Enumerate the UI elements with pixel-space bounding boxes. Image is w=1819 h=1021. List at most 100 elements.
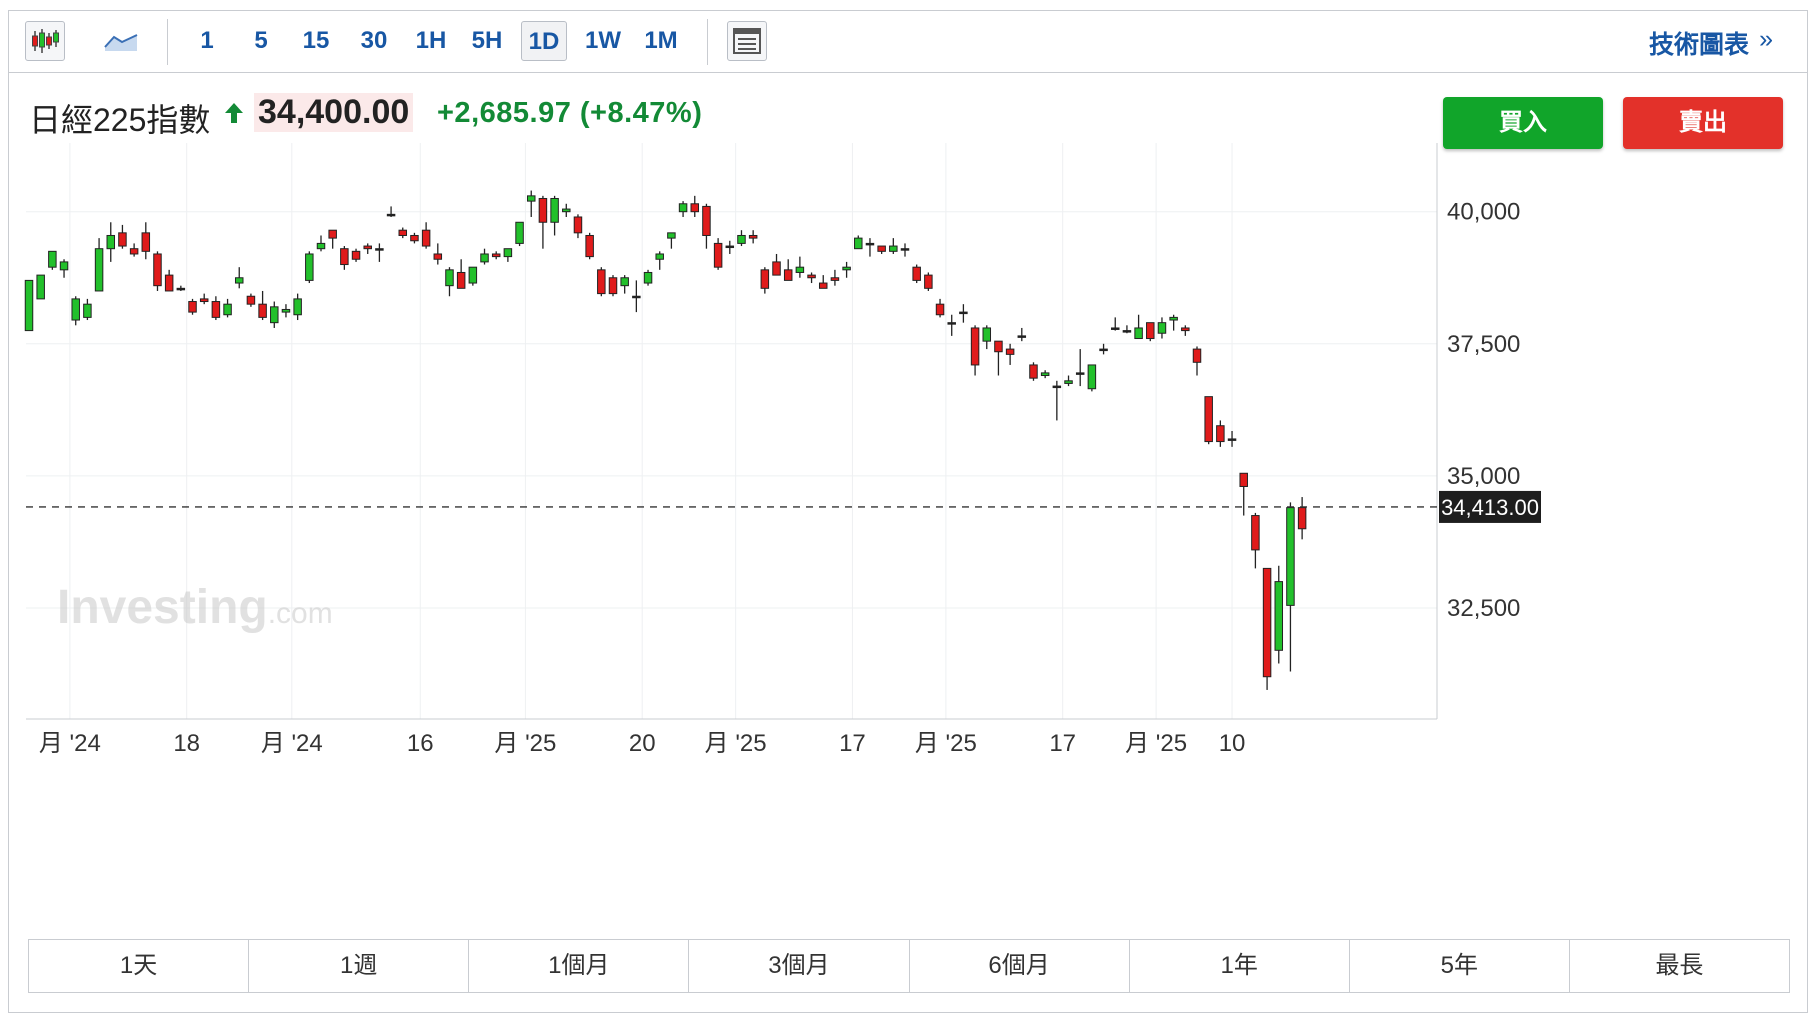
candle <box>223 298 232 318</box>
range-1m[interactable]: 1個月 <box>469 940 690 992</box>
candle <box>889 238 898 254</box>
x-tick-label: 10 <box>1219 730 1246 757</box>
range-max[interactable]: 最長 <box>1655 952 1704 979</box>
candle-body <box>959 311 968 315</box>
timeframe-5min[interactable]: 5 <box>254 27 268 54</box>
candlestick-chart[interactable]: Investing.com 40,000 37,500 35,000 32,500 月… <box>9 11 1809 931</box>
candle <box>246 293 256 307</box>
watermark-suffix: .com <box>268 597 333 630</box>
candle-body <box>281 308 291 313</box>
candle-body <box>1262 567 1272 678</box>
candle <box>807 272 816 284</box>
candle-body <box>1029 364 1038 379</box>
candle <box>164 269 174 292</box>
candle-body <box>421 229 431 247</box>
candle-body <box>632 295 641 299</box>
timeframe-1m[interactable]: 1M <box>644 27 678 54</box>
candle <box>959 304 968 323</box>
candle <box>748 230 758 244</box>
candle <box>854 235 863 250</box>
candle-body <box>129 248 139 255</box>
timeframe-15min[interactable]: 15 <box>302 27 330 54</box>
candle-body <box>1274 581 1284 651</box>
range-5y[interactable]: 5年 <box>1350 940 1570 992</box>
candle-body <box>1134 327 1143 340</box>
candle-body <box>1099 348 1108 352</box>
candle <box>678 201 688 217</box>
layout-icon[interactable] <box>727 21 767 61</box>
candle <box>924 272 933 291</box>
range-3m[interactable]: 3個月 <box>689 940 910 992</box>
candle-body <box>655 253 664 260</box>
candlestick-icon[interactable] <box>25 21 65 61</box>
candle <box>1087 364 1097 392</box>
candle-body <box>375 248 384 251</box>
candle-body <box>620 277 629 287</box>
candle-body <box>211 301 221 318</box>
candle <box>1239 472 1248 516</box>
instrument-name: 日經225指數 <box>29 102 211 138</box>
x-tick-label: 月 '25 <box>494 730 556 757</box>
candle <box>713 238 723 270</box>
candle <box>328 229 337 249</box>
range-1d[interactable]: 1天 <box>29 940 250 992</box>
current-price-badge <box>1439 490 1541 523</box>
technical-chart-link[interactable]: 技術圖表 <box>1648 31 1749 59</box>
candle-body <box>340 248 349 266</box>
candle <box>550 195 559 236</box>
timeframe-1min[interactable]: 1 <box>200 27 214 54</box>
candle <box>1227 431 1237 447</box>
candle-body <box>830 277 840 281</box>
candle <box>772 253 781 276</box>
timeframe-30min[interactable]: 30 <box>360 27 388 54</box>
candle-body <box>1052 385 1062 389</box>
candle-body <box>1181 327 1190 332</box>
candle-body <box>935 303 945 316</box>
line-chart-icon[interactable] <box>101 21 141 61</box>
timeframe-5h[interactable]: 5H <box>471 27 503 54</box>
candle <box>1181 325 1190 336</box>
candle-body <box>36 274 45 300</box>
candle-body <box>748 234 758 239</box>
candle-body <box>1239 472 1248 487</box>
candle <box>94 238 104 292</box>
candle-body <box>293 298 302 316</box>
candle <box>526 190 536 217</box>
candle-body <box>456 271 466 289</box>
candle <box>538 195 548 249</box>
candle <box>1099 343 1108 355</box>
candle <box>1134 314 1143 340</box>
candle-body <box>807 274 816 279</box>
candle <box>573 214 583 239</box>
candle-body <box>480 253 489 263</box>
candle-body <box>900 248 910 251</box>
candle <box>491 251 501 260</box>
candle-body <box>1087 364 1097 390</box>
y-tick-label: 40,000 <box>1447 199 1520 226</box>
candle-body <box>1251 515 1260 551</box>
timeframe-1h[interactable]: 1H <box>415 27 447 54</box>
range-1y[interactable]: 1年 <box>1130 940 1350 992</box>
candle-body <box>608 277 618 295</box>
sell-button[interactable]: 賣出 <box>1623 97 1783 149</box>
buy-button[interactable]: 買入 <box>1443 97 1603 149</box>
x-tick-label: 17 <box>839 730 866 757</box>
range-1w[interactable]: 1週 <box>249 940 470 992</box>
range-6m[interactable]: 6個月 <box>910 940 1130 992</box>
candle <box>1157 317 1167 339</box>
chevron-right-icon[interactable]: » <box>1759 25 1773 53</box>
candle <box>433 243 443 265</box>
candle-body <box>1075 372 1085 375</box>
toolbar-divider <box>167 19 168 65</box>
timeframe-1d[interactable]: 1D <box>521 21 567 61</box>
chart-grid <box>26 143 1437 719</box>
candle <box>632 280 641 313</box>
candle <box>270 301 279 328</box>
candle <box>783 259 793 281</box>
timeframe-1w[interactable]: 1W <box>585 27 621 54</box>
candle <box>970 325 980 376</box>
candle <box>386 206 396 217</box>
candle <box>737 230 746 247</box>
candle-body <box>246 295 256 305</box>
candle <box>293 293 302 321</box>
